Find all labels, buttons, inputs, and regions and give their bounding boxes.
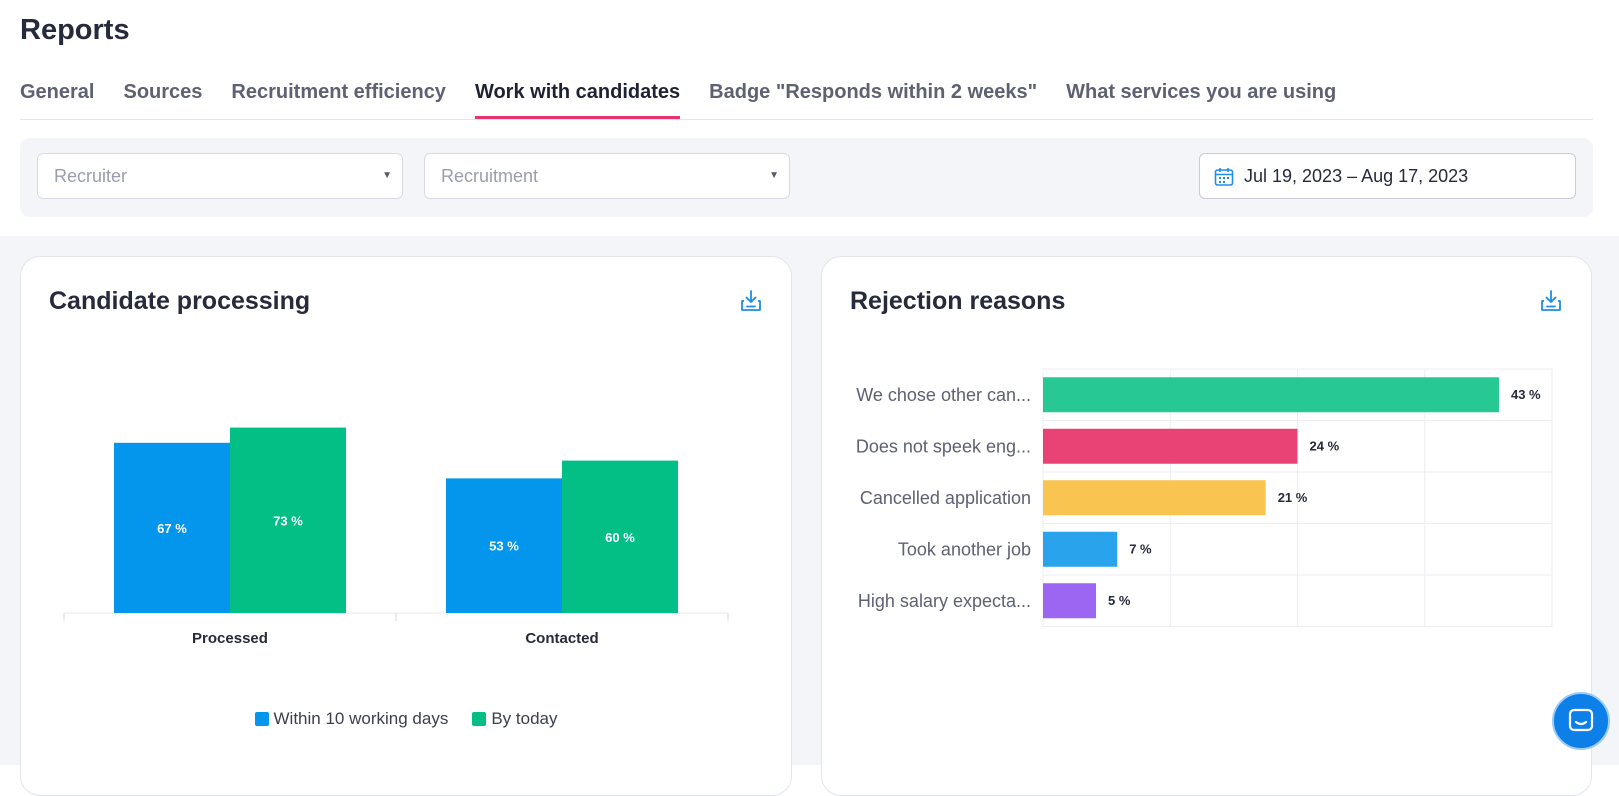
bar[interactable] — [1043, 480, 1266, 516]
recruitment-select[interactable]: Recruitment ▼ — [424, 153, 790, 199]
bar-value-label: 53 % — [489, 539, 519, 554]
download-icon[interactable] — [739, 289, 763, 313]
bar[interactable] — [446, 478, 562, 613]
recruitment-placeholder: Recruitment — [441, 166, 539, 186]
category-label: We chose other can... — [856, 385, 1031, 405]
legend-label: By today — [491, 709, 558, 728]
category-label: Processed — [192, 630, 268, 647]
bar[interactable] — [1043, 531, 1118, 567]
bar[interactable] — [1043, 583, 1097, 619]
report-tabs: General Sources Recruitment efficiency W… — [20, 78, 1593, 120]
chevron-down-icon: ▼ — [382, 170, 392, 181]
bar[interactable] — [562, 460, 678, 613]
tab-sources[interactable]: Sources — [123, 81, 203, 103]
legend-label: Within 10 working days — [273, 709, 449, 728]
bar-value-label: 67 % — [157, 521, 187, 536]
chat-icon — [1568, 708, 1594, 732]
bar-value-label: 60 % — [605, 530, 635, 545]
bar-value-label: 24 % — [1310, 438, 1340, 453]
chart-legend: Within 10 working days By today — [21, 709, 791, 729]
card-title: Candidate processing — [49, 287, 311, 315]
chevron-down-icon: ▼ — [769, 170, 779, 181]
card-title: Rejection reasons — [850, 287, 1066, 315]
category-label: Contacted — [525, 630, 598, 647]
tab-badge-responds[interactable]: Badge "Responds within 2 weeks" — [709, 81, 1038, 103]
bar-value-label: 7 % — [1129, 541, 1152, 556]
bar[interactable] — [1043, 377, 1499, 413]
bar-value-label: 5 % — [1108, 593, 1131, 608]
legend-item-by-today[interactable]: By today — [472, 709, 557, 729]
recruiter-placeholder: Recruiter — [54, 166, 128, 186]
date-range-picker[interactable]: Jul 19, 2023 – Aug 17, 2023 — [1199, 153, 1576, 199]
candidate-processing-card: Candidate processing 67 % 73 % Processed 53… — [20, 256, 792, 796]
chat-button[interactable] — [1552, 692, 1610, 750]
rejection-reasons-card: Rejection reasons 43 % We chose other can… — [821, 256, 1592, 796]
calendar-icon — [1214, 168, 1234, 186]
bar[interactable] — [1043, 428, 1298, 464]
legend-swatch — [254, 712, 269, 726]
date-range-value: Jul 19, 2023 – Aug 17, 2023 — [1244, 166, 1469, 186]
legend-swatch — [472, 712, 487, 726]
tab-recruitment-efficiency[interactable]: Recruitment efficiency — [231, 81, 446, 103]
page-title: Reports — [20, 14, 130, 46]
recruiter-select[interactable]: Recruiter ▼ — [37, 153, 403, 199]
rejection-reasons-chart: 43 % We chose other can... 24 % Does not sp… — [856, 368, 1553, 627]
category-label: High salary expecta... — [858, 591, 1031, 611]
tab-general[interactable]: General — [20, 81, 95, 103]
bar[interactable] — [230, 427, 346, 613]
tab-services-using[interactable]: What services you are using — [1066, 81, 1337, 103]
candidate-processing-chart: 67 % 73 % Processed 53 % 60 % Contacted — [63, 427, 729, 647]
bar-value-label: 21 % — [1278, 490, 1308, 505]
filters-bar: Recruiter ▼ Recruitment ▼ Jul 19, 2023 –… — [20, 138, 1593, 217]
download-icon[interactable] — [1539, 289, 1563, 313]
category-label: Took another job — [898, 539, 1031, 559]
bar[interactable] — [114, 442, 230, 613]
category-label: Cancelled application — [860, 488, 1031, 508]
tab-work-with-candidates[interactable]: Work with candidates — [474, 78, 681, 119]
bar-value-label: 43 % — [1511, 387, 1541, 402]
legend-item-within-10-days[interactable]: Within 10 working days — [254, 709, 449, 729]
bar-value-label: 73 % — [273, 513, 303, 528]
category-label: Does not speek eng... — [856, 436, 1031, 456]
